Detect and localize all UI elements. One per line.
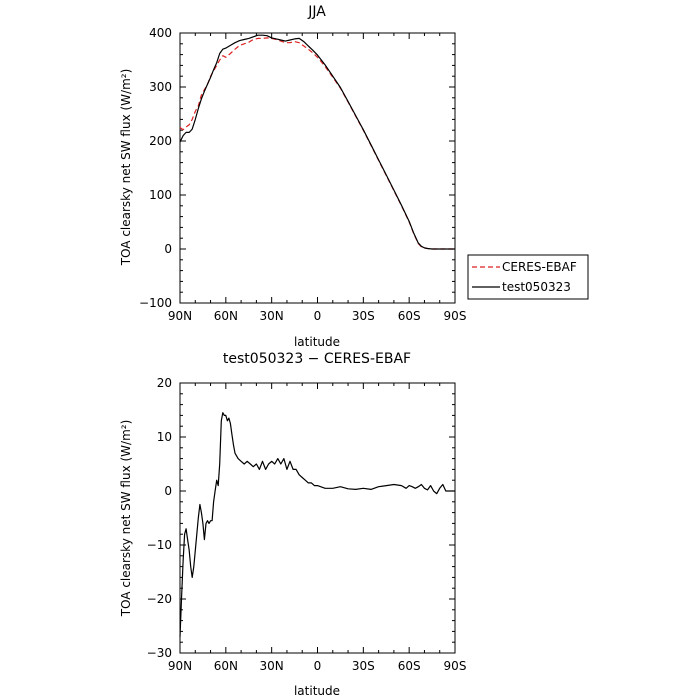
- top-x-axis-label: latitude: [294, 335, 340, 349]
- bottom-y-tick-label: −30: [147, 646, 172, 660]
- bottom-y-tick-label: 10: [157, 430, 172, 444]
- top-x-tick-label: 90S: [444, 309, 467, 323]
- bottom-x-tick-label: 60S: [398, 659, 421, 673]
- top-x-tick-label: 0: [314, 309, 322, 323]
- bottom-x-tick-label: 30S: [352, 659, 375, 673]
- bottom-y-tick-label: 20: [157, 376, 172, 390]
- bottom-x-tick-label: 60N: [214, 659, 238, 673]
- bottom-x-tick-label: 90N: [168, 659, 192, 673]
- bottom-y-tick-label: −10: [147, 538, 172, 552]
- top-y-tick-label: 100: [149, 188, 172, 202]
- bottom-x-tick-label: 0: [314, 659, 322, 673]
- top-x-tick-label: 60S: [398, 309, 421, 323]
- top-y-tick-label: 400: [149, 26, 172, 40]
- top-chart-title: JJA: [307, 4, 326, 20]
- top-y-tick-label: 0: [164, 242, 172, 256]
- top-series-line-2: [179, 34, 455, 250]
- top-chart: JJA latitude TOA clearsky net SW flux (W…: [119, 4, 466, 349]
- top-plot-frame: [179, 32, 456, 304]
- legend-box: [467, 254, 589, 300]
- bottom-x-axis-label: latitude: [294, 684, 340, 698]
- top-y-axis-label: TOA clearsky net SW flux (W/m²): [119, 69, 133, 267]
- top-x-tick-label: 30S: [352, 309, 375, 323]
- bottom-chart: test050323 − CERES-EBAF latitude TOA cle…: [119, 351, 466, 698]
- legend-label-ceres: CERES-EBAF: [502, 260, 577, 274]
- bottom-y-axis-label: TOA clearsky net SW flux (W/m²): [119, 420, 133, 618]
- top-series-line-1: [179, 37, 455, 250]
- bottom-y-tick-label: −20: [147, 592, 172, 606]
- top-y-tick-label: 300: [149, 80, 172, 94]
- top-x-tick-label: 60N: [214, 309, 238, 323]
- top-x-tick-label: 30N: [260, 309, 284, 323]
- legend: CERES-EBAF test050323: [467, 254, 589, 300]
- bottom-chart-title: test050323 − CERES-EBAF: [223, 351, 411, 367]
- bottom-x-tick-label: 90S: [444, 659, 467, 673]
- top-y-tick-label: 200: [149, 134, 172, 148]
- bottom-series-line-1: [179, 412, 455, 637]
- top-y-tick-label: −100: [139, 296, 172, 310]
- bottom-x-tick-label: 30N: [260, 659, 284, 673]
- top-x-tick-label: 90N: [168, 309, 192, 323]
- legend-label-test: test050323: [502, 280, 571, 294]
- bottom-y-tick-label: 0: [164, 484, 172, 498]
